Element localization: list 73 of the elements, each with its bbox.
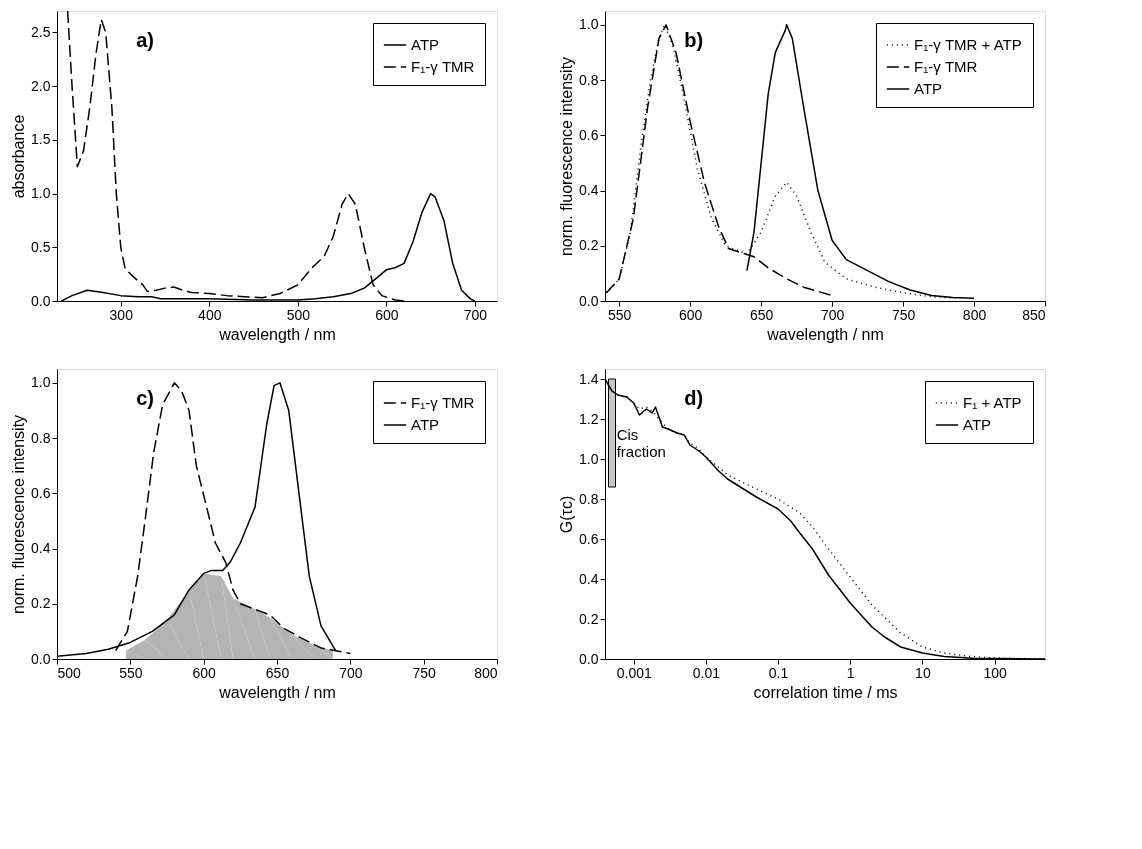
y-tick-label: 0.2 — [579, 610, 599, 627]
legend-label: F₁ + ATP — [963, 394, 1022, 411]
legend-label: ATP — [411, 36, 440, 53]
y-tick-label: 0.6 — [31, 484, 51, 501]
legend-label: F₁-γ TMR — [914, 58, 978, 75]
x-tick-label: 750 — [412, 664, 437, 681]
y-tick-label: 0.4 — [579, 570, 599, 587]
x-axis-title: correlation time / ms — [753, 683, 898, 701]
x-axis-title: wavelength / nm — [766, 325, 884, 343]
legend-label: ATP — [963, 416, 992, 433]
x-tick-label: 750 — [891, 306, 916, 323]
legend-label: ATP — [914, 80, 943, 97]
x-tick-label: 550 — [608, 306, 632, 323]
x-tick-label: 550 — [119, 664, 143, 681]
y-tick-label: 1.5 — [31, 131, 51, 148]
y-tick-label: 0.8 — [31, 429, 51, 446]
x-tick-label: 600 — [678, 306, 703, 323]
y-tick-label: 0.5 — [31, 238, 51, 255]
y-tick-label: 2.0 — [31, 77, 51, 94]
y-axis-title: norm. fluorescence intensity — [10, 414, 28, 615]
x-tick-label: 500 — [57, 664, 82, 681]
x-axis-title: wavelength / nm — [218, 683, 336, 701]
x-tick-label: 600 — [375, 306, 399, 323]
legend-label: F₁-γ TMR + ATP — [914, 36, 1022, 53]
x-tick-label: 700 — [463, 306, 488, 323]
x-axis-title: wavelength / nm — [218, 325, 336, 343]
y-tick-label: 1.0 — [579, 16, 599, 33]
x-tick-label: 650 — [265, 664, 290, 681]
y-tick-label: 1.2 — [579, 410, 599, 427]
x-tick-label: 400 — [198, 306, 222, 323]
x-tick-label: 300 — [109, 306, 134, 323]
annotation: c) — [136, 387, 154, 409]
y-tick-label: 1.0 — [31, 374, 51, 391]
y-tick-label: 0.8 — [579, 490, 599, 507]
y-tick-label: 0.4 — [31, 540, 51, 557]
y-tick-label: 0.0 — [579, 292, 599, 309]
x-tick-label: 800 — [962, 306, 987, 323]
legend-label: ATP — [411, 416, 440, 433]
y-tick-label: 0.8 — [579, 71, 599, 88]
y-tick-label: 0.6 — [579, 126, 599, 143]
y-tick-label: 0.0 — [579, 650, 599, 667]
y-axis-title: norm. fluorescence intensity — [558, 56, 576, 257]
y-tick-label: 0.4 — [579, 182, 599, 199]
x-tick-label: 100 — [983, 664, 1007, 681]
y-tick-label: 0.0 — [31, 292, 51, 309]
x-tick-label: 700 — [339, 664, 363, 681]
y-tick-label: 1.0 — [31, 185, 51, 202]
x-tick-label: 0.1 — [768, 664, 789, 681]
x-tick-label: 650 — [749, 306, 774, 323]
annotation: d) — [684, 387, 704, 409]
x-tick-label: 600 — [192, 664, 217, 681]
y-tick-label: 1.0 — [579, 450, 599, 467]
x-tick-label: 0.001 — [616, 664, 652, 681]
y-axis-title: absorbance — [10, 114, 28, 199]
x-tick-label: 700 — [820, 306, 845, 323]
x-tick-label: 10 — [915, 664, 931, 681]
y-tick-label: 0.6 — [579, 530, 599, 547]
annotation: Cis fraction — [616, 426, 666, 460]
y-tick-label: 1.4 — [579, 370, 599, 387]
y-tick-label: 0.2 — [579, 237, 599, 254]
legend-label: F₁-γ TMR — [411, 58, 475, 75]
x-tick-label: 1 — [846, 664, 855, 681]
y-tick-label: 0.0 — [31, 650, 51, 667]
x-tick-label: 500 — [286, 306, 311, 323]
x-tick-label: 850 — [1022, 306, 1046, 323]
y-tick-label: 2.5 — [31, 23, 51, 40]
x-tick-label: 800 — [474, 664, 498, 681]
annotation: a) — [136, 29, 154, 51]
x-tick-label: 0.01 — [692, 664, 721, 681]
legend-label: F₁-γ TMR — [411, 394, 475, 411]
y-tick-label: 0.2 — [31, 595, 51, 612]
annotation: b) — [684, 29, 704, 51]
y-axis-title: G(τc) — [558, 495, 576, 534]
